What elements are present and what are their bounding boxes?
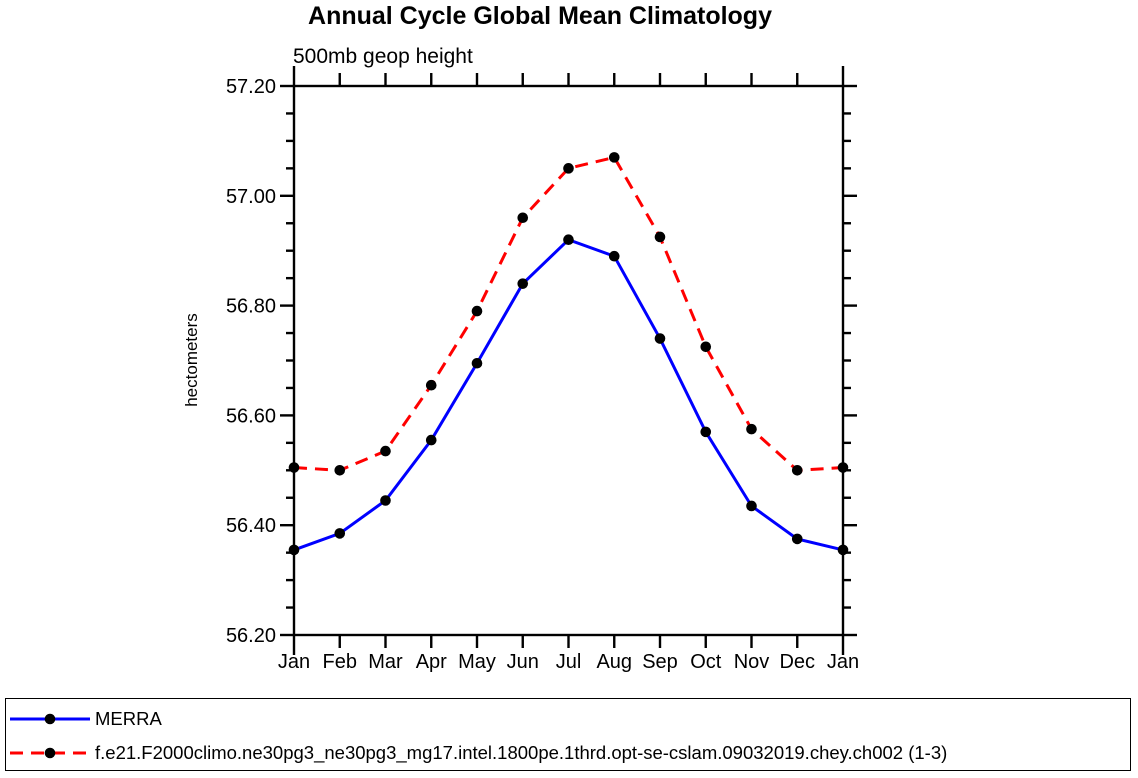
data-point-model — [471, 305, 483, 317]
data-point-model — [380, 445, 391, 457]
data-point-merra — [380, 495, 391, 506]
data-point-model — [608, 152, 620, 163]
data-point-merra — [334, 528, 346, 539]
x-tick-label: Mar — [368, 651, 403, 673]
x-tick-label: Nov — [734, 651, 770, 673]
legend-label-model: f.e21.F2000climo.ne30pg3_ne30pg3_mg17.in… — [95, 742, 948, 763]
data-point-model — [700, 341, 712, 353]
legend-line-sample-merra — [10, 713, 90, 725]
y-tick-label: 56.40 — [226, 515, 276, 537]
data-point-model — [517, 212, 529, 224]
legend-box: MERRA f.e21.F2000climo.ne30pg3_ne30pg3_m… — [5, 698, 1131, 771]
data-point-model — [425, 379, 437, 391]
x-tick-label: Jun — [507, 651, 539, 673]
y-tick-label: 56.60 — [226, 405, 276, 427]
y-tick-label: 56.20 — [226, 625, 276, 647]
data-point-model — [563, 163, 574, 174]
x-tick-label: Apr — [416, 651, 447, 673]
x-tick-label: Feb — [323, 651, 357, 673]
x-tick-label: Sep — [642, 651, 678, 673]
plot-area: Jan Feb Mar Apr May Jun Jul Aug Sep Oct Nov Dec Jan5… — [226, 66, 859, 673]
data-point-model — [791, 465, 803, 476]
data-point-merra — [654, 333, 666, 344]
data-point-model — [288, 462, 300, 473]
y-tick-label: 57.20 — [226, 76, 276, 98]
data-point-model — [334, 465, 346, 476]
data-point-merra — [517, 278, 529, 289]
data-point-merra — [425, 434, 437, 446]
legend-entry-model: f.e21.F2000climo.ne30pg3_ne30pg3_mg17.in… — [9, 743, 947, 763]
x-tick-label: Oct — [690, 651, 722, 673]
data-point-merra — [700, 426, 712, 438]
data-point-merra — [791, 533, 803, 545]
chart-title: Annual Cycle Global Mean Climatology — [308, 2, 772, 30]
x-tick-label: May — [458, 651, 496, 673]
x-tick-label: Jan — [827, 651, 859, 673]
merra-marker-sample — [44, 713, 56, 725]
y-tick-label: 56.80 — [226, 296, 276, 318]
series-line-merra — [293, 237, 844, 552]
data-point-model — [837, 462, 849, 473]
x-tick-label: Jul — [556, 651, 582, 673]
data-point-merra — [837, 544, 849, 556]
y-tick-label: 57.00 — [226, 186, 276, 208]
data-point-merra — [563, 234, 574, 246]
x-tick-label: Jan — [278, 651, 310, 673]
data-point-merra — [471, 357, 483, 369]
x-tick-label: Aug — [596, 651, 632, 673]
legend-line-sample-model — [10, 747, 90, 759]
data-point-merra — [288, 544, 300, 556]
x-tick-label: Dec — [779, 651, 815, 673]
series-line-model — [293, 155, 844, 472]
model-marker-sample — [44, 747, 56, 759]
legend-label-merra: MERRA — [95, 708, 162, 729]
data-point-merra — [746, 500, 757, 512]
data-point-merra — [608, 250, 620, 262]
legend-entry-merra: MERRA — [9, 709, 162, 729]
chart-subtitle: 500mb geop height — [293, 45, 473, 68]
data-point-model — [746, 423, 757, 435]
data-point-model — [654, 231, 666, 243]
